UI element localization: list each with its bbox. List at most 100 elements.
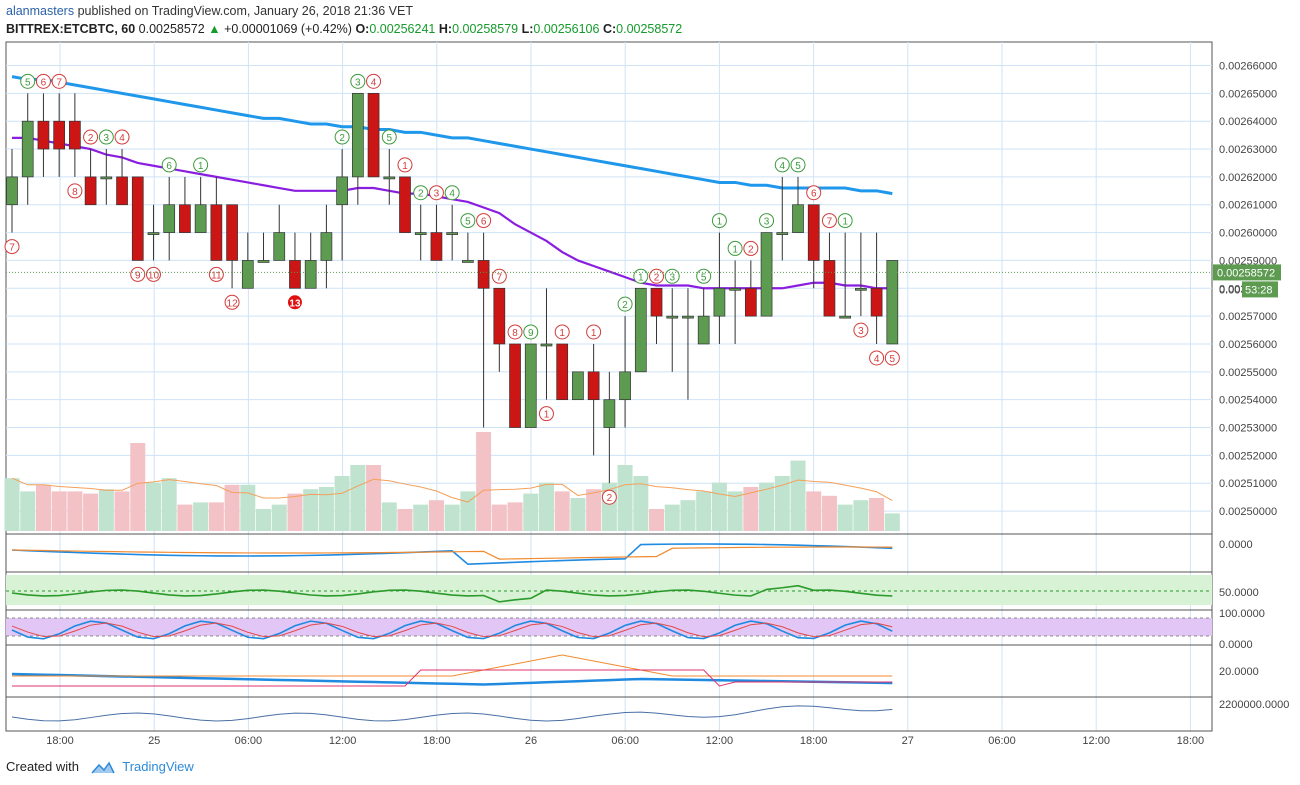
seq-count-marker: [476, 213, 492, 229]
seq-count-marker: [711, 213, 727, 229]
x-tick-label: 12:00: [329, 735, 357, 747]
seq-count-marker: [806, 185, 822, 201]
adx-tick-label: 20.0000: [1219, 666, 1259, 678]
candle-up: [100, 176, 113, 180]
up-arrow-icon: ▲: [208, 22, 221, 36]
open-value: 0.00256241: [369, 22, 436, 36]
volume-bar: [806, 491, 822, 531]
close-key: C:: [602, 22, 617, 36]
low-key: L:: [521, 22, 534, 36]
y-tick-label: 0.00250000: [1219, 506, 1277, 518]
seq-count-label: 3: [858, 326, 864, 337]
seq-count-marker: [287, 295, 302, 310]
candle-up: [697, 315, 710, 345]
seq-count-marker: [538, 406, 554, 422]
x-tick-label: 12:00: [706, 735, 734, 747]
volume-bar: [177, 504, 193, 531]
seq-count-marker: [743, 240, 759, 256]
volume-bar: [83, 493, 99, 531]
obv-tick-label: 2200000.0000: [1219, 699, 1289, 711]
seq-count-label: 11: [211, 270, 222, 281]
seq-count-marker: [350, 73, 366, 89]
seq-count-label: 9: [135, 270, 141, 281]
seq-count-marker: [869, 350, 885, 366]
seq-count-label: 8: [512, 328, 518, 339]
seq-count-label: 3: [434, 189, 440, 200]
volume-bar: [334, 476, 350, 531]
seq-count-marker: [67, 183, 83, 199]
x-tick-label: 18:00: [423, 735, 451, 747]
seq-count-label: 2: [622, 300, 628, 311]
volume-bar: [743, 487, 759, 531]
candle-up: [304, 260, 317, 289]
seq-count-marker: [837, 213, 853, 229]
seq-count-marker: [853, 322, 869, 338]
candle-down: [289, 260, 301, 289]
seq-count-marker: [444, 185, 460, 201]
volume-bar: [444, 504, 460, 531]
seq-count-label: 6: [166, 161, 172, 172]
stoch-k-line: [11, 620, 893, 640]
candle-down: [587, 371, 600, 401]
y-tick-label: 0.00266000: [1219, 60, 1277, 72]
seq-count-marker: [366, 73, 382, 89]
candle-up: [194, 204, 207, 233]
y-tick-label: 0.00265000: [1219, 88, 1277, 100]
seq-count-marker: [413, 185, 429, 201]
volume-bar: [491, 504, 507, 531]
macd-line: [11, 543, 893, 566]
volume-bar: [759, 482, 775, 531]
rsi-line: [11, 584, 893, 603]
candle-up: [839, 315, 852, 319]
seq-count-marker: [460, 213, 476, 229]
candle-up: [273, 232, 286, 261]
y-tick-label: 0.00261000: [1219, 200, 1277, 212]
candle-up: [147, 232, 160, 235]
seq-count-label: 1: [591, 328, 597, 339]
seq-count-marker: [114, 129, 130, 145]
x-tick-label: 18:00: [46, 735, 74, 747]
seq-count-marker: [727, 240, 743, 256]
low-value: 0.00256106: [533, 22, 600, 36]
candle-up: [383, 176, 396, 180]
seq-count-label: 9: [528, 328, 534, 339]
rsi-tick-label: 50.0000: [1219, 587, 1259, 599]
volume-bar: [664, 504, 680, 531]
volume-bar: [696, 491, 712, 531]
candle-down: [744, 287, 757, 317]
di-plus-line: [12, 654, 893, 677]
rsi-band: [6, 575, 1212, 605]
volume-bar: [538, 482, 554, 531]
seq-count-label: 1: [402, 161, 408, 172]
seq-count-label: 6: [481, 217, 487, 228]
author-link[interactable]: alanmasters: [6, 4, 75, 18]
seq-count-marker: [208, 266, 224, 282]
candle-up: [524, 343, 537, 428]
y-tick-label: 0.00255000: [1219, 367, 1277, 379]
y-tick-label: 0.00253000: [1219, 423, 1277, 435]
candle-up: [603, 399, 616, 428]
volume-bar: [633, 476, 649, 531]
seq-count-label: 2: [418, 189, 424, 200]
y-tick-label: 0.00263000: [1219, 144, 1277, 156]
candle-up: [257, 260, 270, 263]
candle-up: [886, 260, 899, 345]
tradingview-brand[interactable]: TradingView: [122, 759, 194, 774]
symbol-label: BITTREX:ETCBTC, 60: [6, 22, 136, 36]
macd-signal-line: [11, 546, 893, 560]
stoch-d-line: [11, 622, 893, 638]
seq-count-label: 5: [386, 133, 392, 144]
y-tick-label: 0.00257000: [1219, 311, 1277, 323]
candle-down: [870, 287, 883, 317]
volume-bar: [507, 502, 523, 531]
candle-down: [131, 176, 144, 261]
candle-down: [226, 204, 238, 261]
seq-count-marker: [617, 296, 633, 312]
seq-count-marker: [4, 239, 20, 255]
volume-bar: [35, 484, 51, 531]
seq-count-label: 5: [465, 217, 471, 228]
seq-count-marker: [334, 129, 350, 145]
seq-count-label: 5: [25, 77, 31, 88]
volume-bar: [554, 491, 570, 531]
